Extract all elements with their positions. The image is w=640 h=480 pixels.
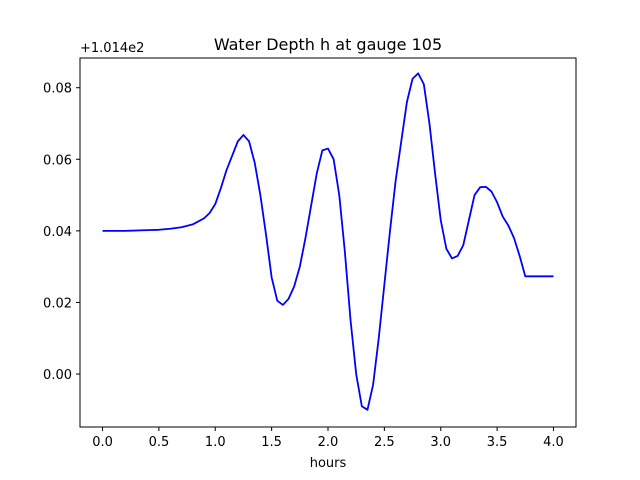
x-tick-label: 1.5 [261,435,282,450]
plot-area: 0.0 0.5 1.0 1.5 2.0 2.5 3.0 3.5 4.0 0.00 0.02 0.04 0… [43,57,577,450]
x-tick-label: 4.0 [543,435,564,450]
y-tick-label: 0.00 [43,368,72,383]
x-tick-label: 3.0 [430,435,451,450]
chart-title: Water Depth h at gauge 105 [214,35,442,54]
series-line [102,72,554,411]
x-tick-label: 3.5 [487,435,508,450]
y-tick-label: 0.06 [43,153,72,168]
x-tick-label: 2.5 [374,435,395,450]
axes-frame [79,57,577,428]
y-tick-label: 0.04 [43,225,72,240]
y-axis-offset-label: +1.014e2 [80,41,144,56]
x-axis-label: hours [310,456,347,471]
y-tick-label: 0.02 [43,296,72,311]
x-tick-label: 0.0 [92,435,113,450]
x-tick-label: 2.0 [318,435,339,450]
x-tick-label: 0.5 [149,435,170,450]
x-tick-label: 1.0 [205,435,226,450]
y-tick-label: 0.08 [43,82,72,97]
